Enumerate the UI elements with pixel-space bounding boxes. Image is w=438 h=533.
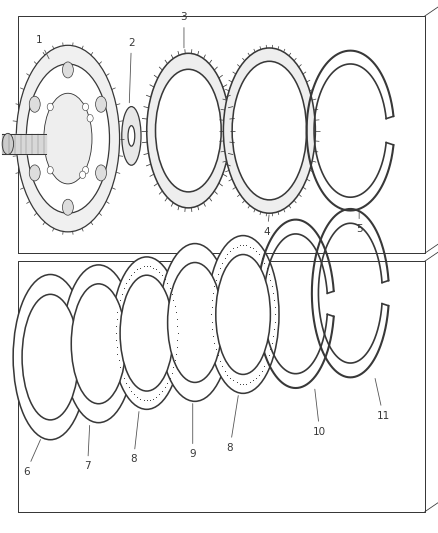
- Text: 6: 6: [23, 440, 40, 477]
- Ellipse shape: [232, 61, 307, 200]
- Ellipse shape: [47, 166, 53, 174]
- Ellipse shape: [62, 199, 73, 215]
- Ellipse shape: [95, 96, 106, 112]
- Ellipse shape: [147, 53, 230, 208]
- Ellipse shape: [44, 93, 92, 184]
- Ellipse shape: [47, 103, 53, 111]
- Ellipse shape: [120, 275, 173, 391]
- Ellipse shape: [223, 48, 315, 213]
- Text: 8: 8: [130, 411, 139, 464]
- Ellipse shape: [16, 45, 120, 232]
- Ellipse shape: [168, 263, 222, 382]
- Text: 9: 9: [189, 403, 196, 459]
- Ellipse shape: [216, 255, 270, 374]
- Ellipse shape: [87, 115, 93, 122]
- Ellipse shape: [159, 244, 231, 401]
- Text: 4: 4: [264, 215, 271, 237]
- Text: 8: 8: [226, 395, 238, 453]
- Text: 11: 11: [375, 378, 390, 421]
- Ellipse shape: [112, 257, 182, 409]
- Ellipse shape: [80, 171, 86, 179]
- Text: 3: 3: [180, 12, 187, 48]
- Ellipse shape: [82, 103, 88, 111]
- Ellipse shape: [95, 165, 106, 181]
- Ellipse shape: [128, 126, 135, 146]
- Ellipse shape: [207, 236, 279, 393]
- Ellipse shape: [122, 107, 141, 165]
- Text: 5: 5: [356, 212, 363, 234]
- Ellipse shape: [29, 96, 40, 112]
- Text: 10: 10: [313, 389, 326, 437]
- Ellipse shape: [62, 62, 73, 78]
- Ellipse shape: [13, 274, 88, 440]
- Ellipse shape: [29, 165, 40, 181]
- Ellipse shape: [82, 166, 88, 174]
- Ellipse shape: [22, 294, 79, 420]
- Text: 2: 2: [128, 38, 135, 103]
- Text: 1: 1: [36, 35, 49, 59]
- Text: 7: 7: [84, 425, 91, 471]
- Ellipse shape: [155, 69, 221, 192]
- Ellipse shape: [63, 265, 134, 423]
- Ellipse shape: [2, 133, 14, 155]
- Ellipse shape: [26, 64, 110, 213]
- Ellipse shape: [71, 284, 126, 403]
